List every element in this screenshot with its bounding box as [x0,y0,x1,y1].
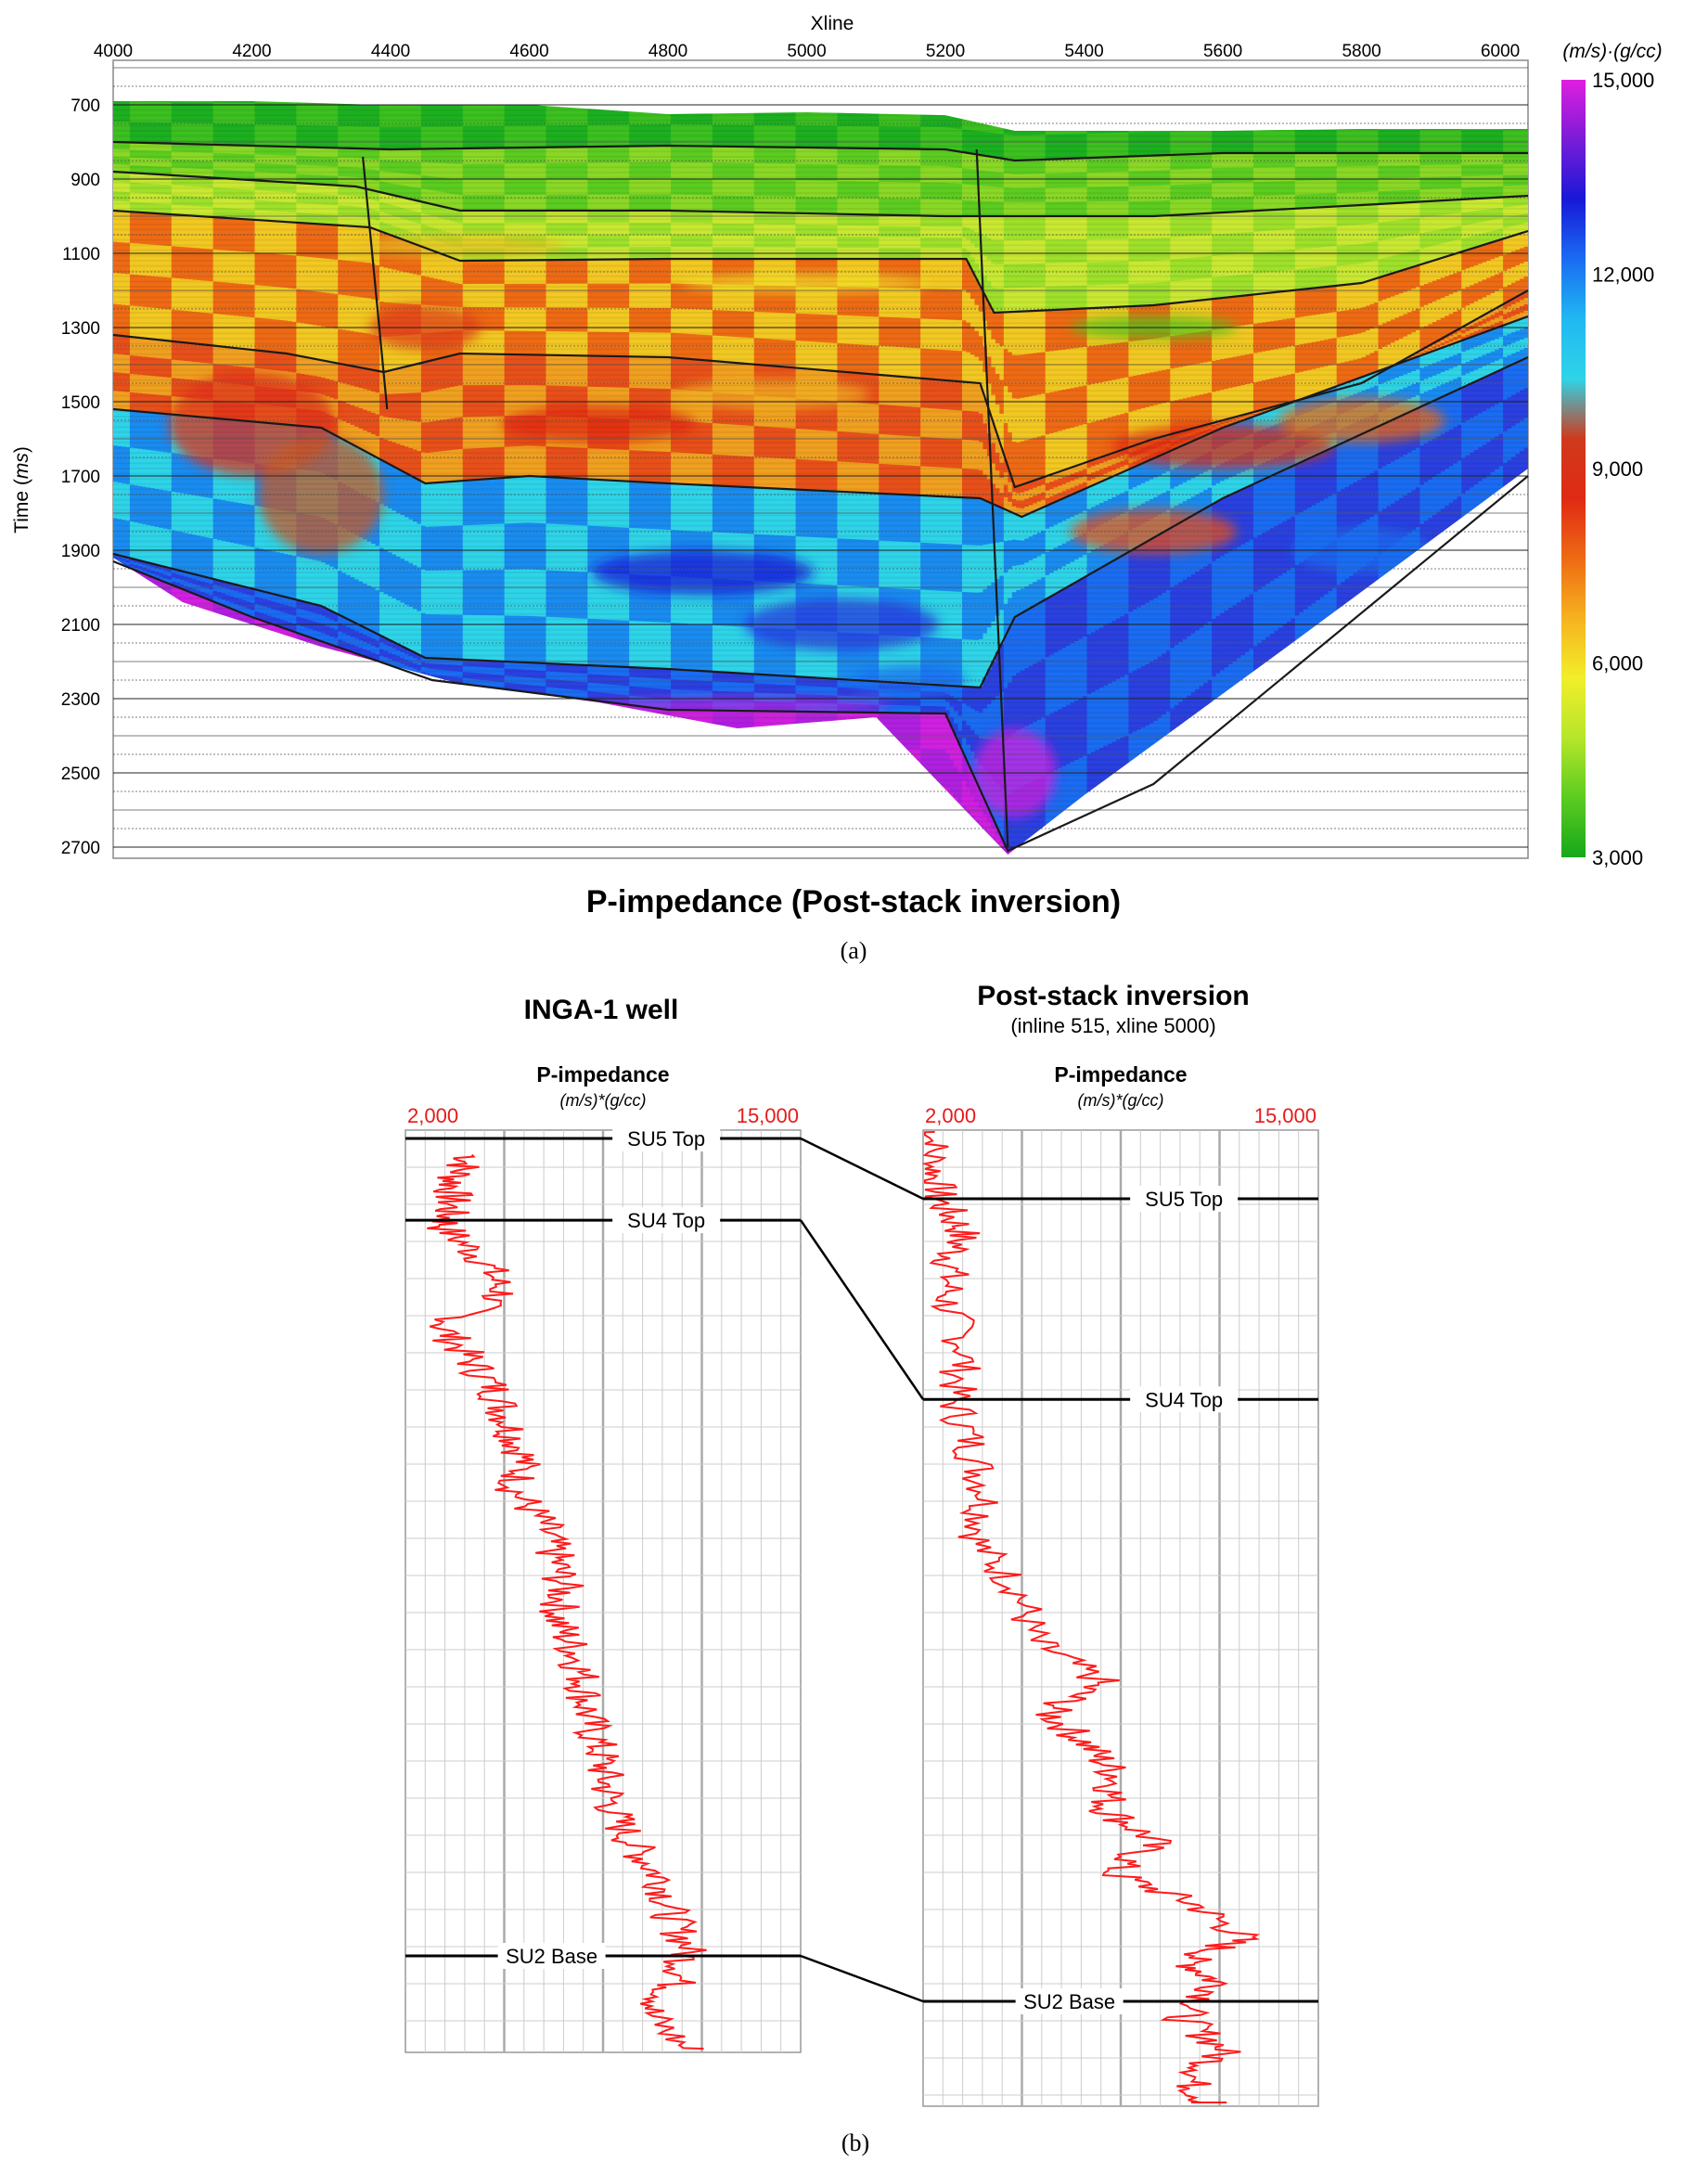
fault-lines [362,148,1009,848]
marker-label: SU2 Base [1023,1990,1115,2013]
x-tick-label: 4600 [509,42,548,61]
x-tick-label: 5600 [1203,42,1242,61]
horizon-line [112,170,1529,218]
marker-label: SU5 Top [1145,1188,1223,1211]
y-tick-label: 1900 [61,542,100,561]
track-max-label: 15,000 [1254,1104,1316,1127]
well-log-panel: INGA-1 well Post-stack inversion (inline… [405,981,1319,2156]
colorbar-tick-label: 6,000 [1592,652,1643,675]
fault-line [362,156,389,410]
marker-correlation-lines [799,1137,925,2003]
track-unit: (m/s)*(g/cc) [1078,1091,1164,1110]
x-tick-label: 4800 [649,42,687,61]
inversion-subtitle: (inline 515, xline 5000) [1010,1014,1215,1037]
x-tick-label: 5000 [787,42,826,61]
time-grid-lines [113,67,1528,848]
marker-label: SU5 Top [627,1127,705,1151]
y-tick-label: 2500 [61,765,100,784]
x-tick-label: 6000 [1481,42,1520,61]
correlation-line [800,1137,924,1201]
fault-line [975,148,1009,848]
track-label: P-impedance [1054,1062,1187,1086]
x-tick-label: 4200 [232,42,271,61]
y-tick-label: 1500 [61,393,100,413]
x-tick-labels: 4000 4200 4400 4600 4800 5000 5200 5400 5600 5800… [94,42,1520,61]
x-tick-label: 5200 [926,42,965,61]
y-tick-label: 2300 [61,690,100,710]
y-tick-label: 2100 [61,616,100,636]
correlation-line [799,1219,925,1400]
track-unit: (m/s)*(g/cc) [560,1091,647,1110]
y-tick-labels: 700 900 1100 1300 1500 1700 1900 2100 2300 2500 27… [61,96,100,858]
horizon-line [112,140,1528,162]
track-label: P-impedance [536,1062,669,1086]
colorbar-unit-label: (m/s)·(g/cc) [1562,41,1662,62]
y-tick-label: 900 [71,171,100,190]
horizon-line [112,356,1529,689]
correlation-line [800,1954,924,2003]
well-title: INGA-1 well [524,995,679,1025]
marker-label-bg [497,1943,606,1969]
horizon-line [112,315,1529,519]
colorbar-tick-label: 9,000 [1592,457,1643,481]
y-axis-label: Time (ms) [11,446,32,534]
x-tick-label: 4400 [371,42,410,61]
horizon-line [112,289,1529,489]
track-min-label: 2,000 [407,1104,458,1127]
well-log-track: P-impedance (m/s)*(g/cc) 2,000 15,000 SU5 To… [405,1062,802,2053]
colorbar [1561,80,1586,857]
horizon-lines [112,140,1529,853]
y-tick-label: 700 [71,96,100,116]
colorbar-tick-labels: 15,000 12,000 9,000 6,000 3,000 [1592,69,1654,869]
colorbar-tick-label: 12,000 [1592,264,1654,287]
colorbar-tick-label: 15,000 [1592,69,1654,92]
marker-label-bg [612,1125,721,1151]
impedance-curve [921,1131,1261,2103]
y-tick-label: 1100 [62,245,100,264]
y-tick-label: 1300 [61,319,100,339]
seismic-section-panel: Xline 4000 4200 4400 4600 4800 5000 5200 5400 56… [11,13,1663,964]
y-tick-label: 1700 [61,468,100,487]
inversion-log-track: P-impedance (m/s)*(g/cc) 2,000 15,000 SU5 To… [921,1062,1319,2107]
impedance-curve [427,1153,707,2050]
marker-label-bg [1015,1988,1124,2014]
x-axis-label: Xline [811,13,854,34]
marker-label-bg [612,1207,721,1234]
marker-label-bg [1130,1386,1239,1413]
track-min-label: 2,000 [925,1104,976,1127]
x-tick-label: 4000 [94,42,133,61]
x-tick-label: 5800 [1342,42,1381,61]
marker-label: SU2 Base [506,1945,597,1968]
panel-a-caption: (a) [841,937,867,964]
horizon-line [112,209,1529,315]
track-max-label: 15,000 [737,1104,799,1127]
marker-label: SU4 Top [1145,1388,1223,1411]
marker-label-bg [1130,1186,1239,1212]
chart-title: P-impedance (Post-stack inversion) [586,884,1121,919]
y-tick-label: 2700 [61,839,100,858]
colorbar-tick-label: 3,000 [1592,846,1643,869]
marker-label: SU4 Top [627,1209,705,1232]
inversion-title: Post-stack inversion [977,981,1249,1011]
horizon-line [112,475,1529,853]
x-tick-label: 5400 [1064,42,1103,61]
panel-b-caption: (b) [841,2129,869,2156]
